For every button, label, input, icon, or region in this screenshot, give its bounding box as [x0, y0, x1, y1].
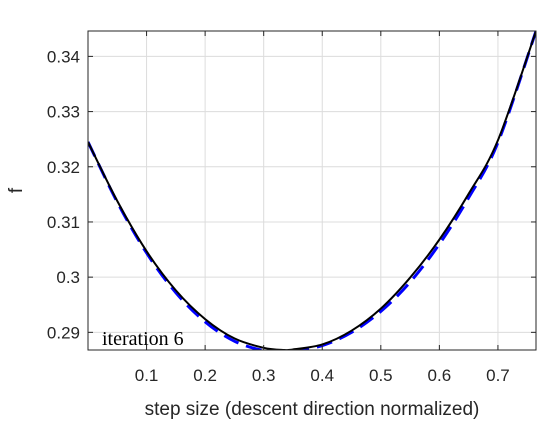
x-tick-label: 0.2: [193, 366, 217, 385]
x-tick-label: 0.5: [369, 366, 393, 385]
x-tick-labels: 0.1 0.2 0.3 0.4 0.5 0.6 0.7: [135, 366, 510, 385]
y-tick-label: 0.32: [47, 158, 80, 177]
y-tick-label: 0.29: [47, 323, 80, 342]
y-tick-label: 0.31: [47, 213, 80, 232]
grid-lines: [88, 31, 536, 350]
y-tick-label: 0.33: [47, 103, 80, 122]
iteration-annotation: iteration 6: [102, 328, 184, 350]
x-axis-label: step size (descent direction normalized): [145, 399, 480, 420]
y-tick-label: 0.3: [56, 268, 80, 287]
y-tick-labels: 0.29 0.3 0.31 0.32 0.33 0.34: [47, 47, 80, 342]
x-tick-label: 0.4: [310, 366, 334, 385]
y-axis-label: f: [6, 187, 27, 193]
x-tick-label: 0.3: [252, 366, 276, 385]
x-tick-label: 0.6: [428, 366, 452, 385]
x-tick-label: 0.1: [135, 366, 159, 385]
series-line-dashed: [88, 31, 536, 350]
plot-frame: [87, 30, 537, 351]
tick-marks: [88, 31, 536, 350]
y-tick-label: 0.34: [47, 47, 80, 66]
x-tick-label: 0.7: [486, 366, 510, 385]
series-line-solid: [88, 31, 536, 350]
series-lines: [88, 31, 536, 350]
